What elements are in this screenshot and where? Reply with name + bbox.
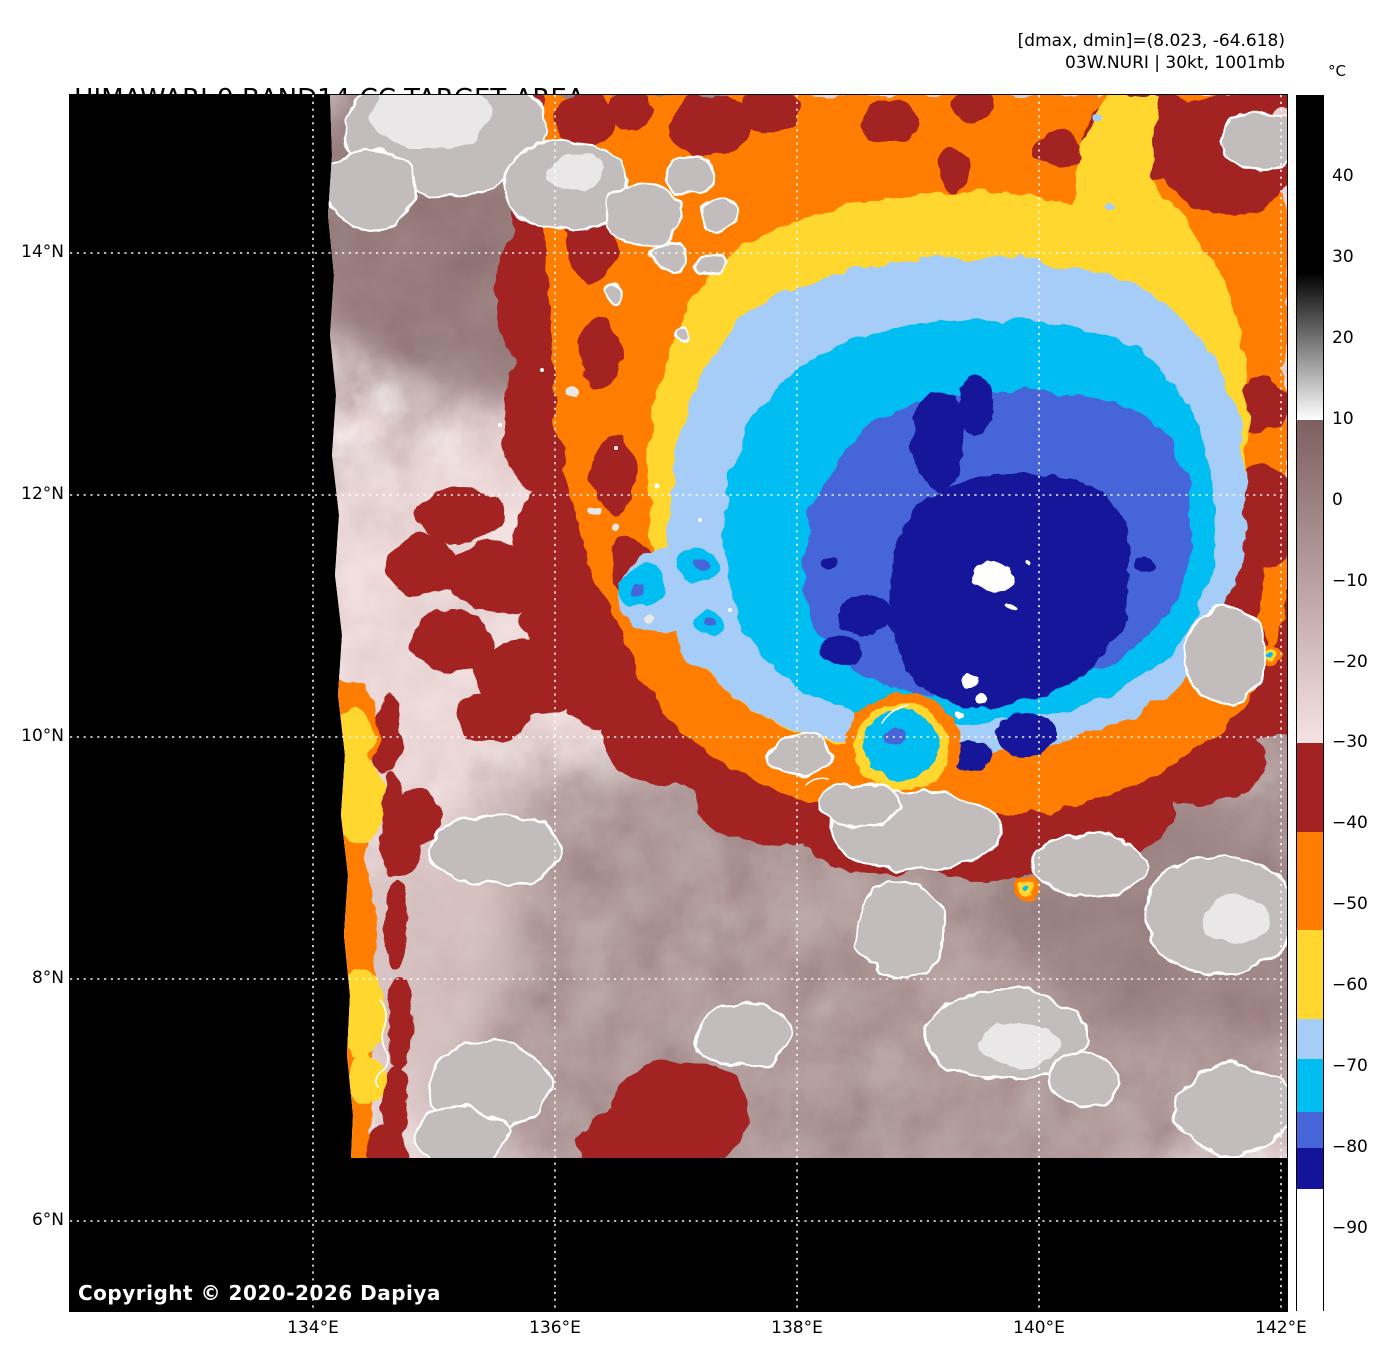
colorbar-tick--50: −50 xyxy=(1332,894,1368,915)
x-tick-142°E: 142°E xyxy=(1255,1318,1307,1338)
colorbar-segment-1 xyxy=(1297,274,1323,421)
white-speck-pixels xyxy=(498,368,732,612)
colorbar-tick--30: −30 xyxy=(1332,732,1368,753)
colorbar-segment-7 xyxy=(1297,1059,1323,1113)
colorbar-tick-10: 10 xyxy=(1332,408,1354,429)
colorbar-segment-0 xyxy=(1297,96,1323,275)
colorbar-tick--40: −40 xyxy=(1332,813,1368,834)
colorbar xyxy=(1296,95,1324,1311)
colorbar-segment-6 xyxy=(1297,1018,1323,1060)
colorbar-segment-5 xyxy=(1297,929,1323,1020)
satellite-map xyxy=(70,95,1287,1311)
colorbar-unit-label: °C xyxy=(1328,62,1346,80)
secondary-cold-cell xyxy=(844,693,960,807)
colorbar-segment-3 xyxy=(1297,743,1323,834)
x-tick-134°E: 134°E xyxy=(287,1318,339,1338)
colorbar-tick--70: −70 xyxy=(1332,1056,1368,1077)
satellite-swath xyxy=(328,95,1287,1158)
colorbar-segment-10 xyxy=(1297,1188,1323,1311)
colorbar-tick--20: −20 xyxy=(1332,651,1368,672)
dmax-dmin-annotation: [dmax, dmin]=(8.023, -64.618) xyxy=(1017,31,1285,51)
colorbar-tick--80: −80 xyxy=(1332,1137,1368,1158)
x-tick-140°E: 140°E xyxy=(1013,1318,1065,1338)
navy-cold-core xyxy=(820,375,1155,771)
y-tick-6°N: 6°N xyxy=(31,1210,64,1230)
small-cold-spot xyxy=(1013,877,1041,899)
colorbar-segment-8 xyxy=(1297,1111,1323,1149)
colorbar-segment-2 xyxy=(1297,419,1323,745)
colorbar-segment-4 xyxy=(1297,832,1323,931)
colorbar-tick--60: −60 xyxy=(1332,975,1368,996)
colorbar-segment-9 xyxy=(1297,1148,1323,1190)
x-tick-138°E: 138°E xyxy=(771,1318,823,1338)
y-tick-12°N: 12°N xyxy=(21,484,64,504)
colorbar-tick-20: 20 xyxy=(1332,327,1354,348)
colorbar-tick--90: −90 xyxy=(1332,1218,1368,1239)
colorbar-tick-0: 0 xyxy=(1332,489,1343,510)
white-coldest-spots xyxy=(953,562,1028,719)
gray-cloud-patches xyxy=(328,95,1287,1158)
y-tick-14°N: 14°N xyxy=(21,242,64,262)
y-tick-10°N: 10°N xyxy=(21,726,64,746)
y-tick-8°N: 8°N xyxy=(31,968,64,988)
graticule-gridlines xyxy=(70,95,1287,1311)
copyright-text: Copyright © 2020-2026 Dapiya xyxy=(78,1281,441,1305)
colorbar-tick-30: 30 xyxy=(1332,246,1354,267)
storm-annotation: 03W.NURI | 30kt, 1001mb xyxy=(1065,53,1285,73)
x-tick-136°E: 136°E xyxy=(529,1318,581,1338)
map-plot-area: Copyright © 2020-2026 Dapiya xyxy=(69,94,1288,1312)
colorbar-tick--10: −10 xyxy=(1332,570,1368,591)
annotation-block: [dmax, dmin]=(8.023, -64.618) 03W.NURI |… xyxy=(1018,30,1285,74)
colorbar-tick-40: 40 xyxy=(1332,165,1354,186)
